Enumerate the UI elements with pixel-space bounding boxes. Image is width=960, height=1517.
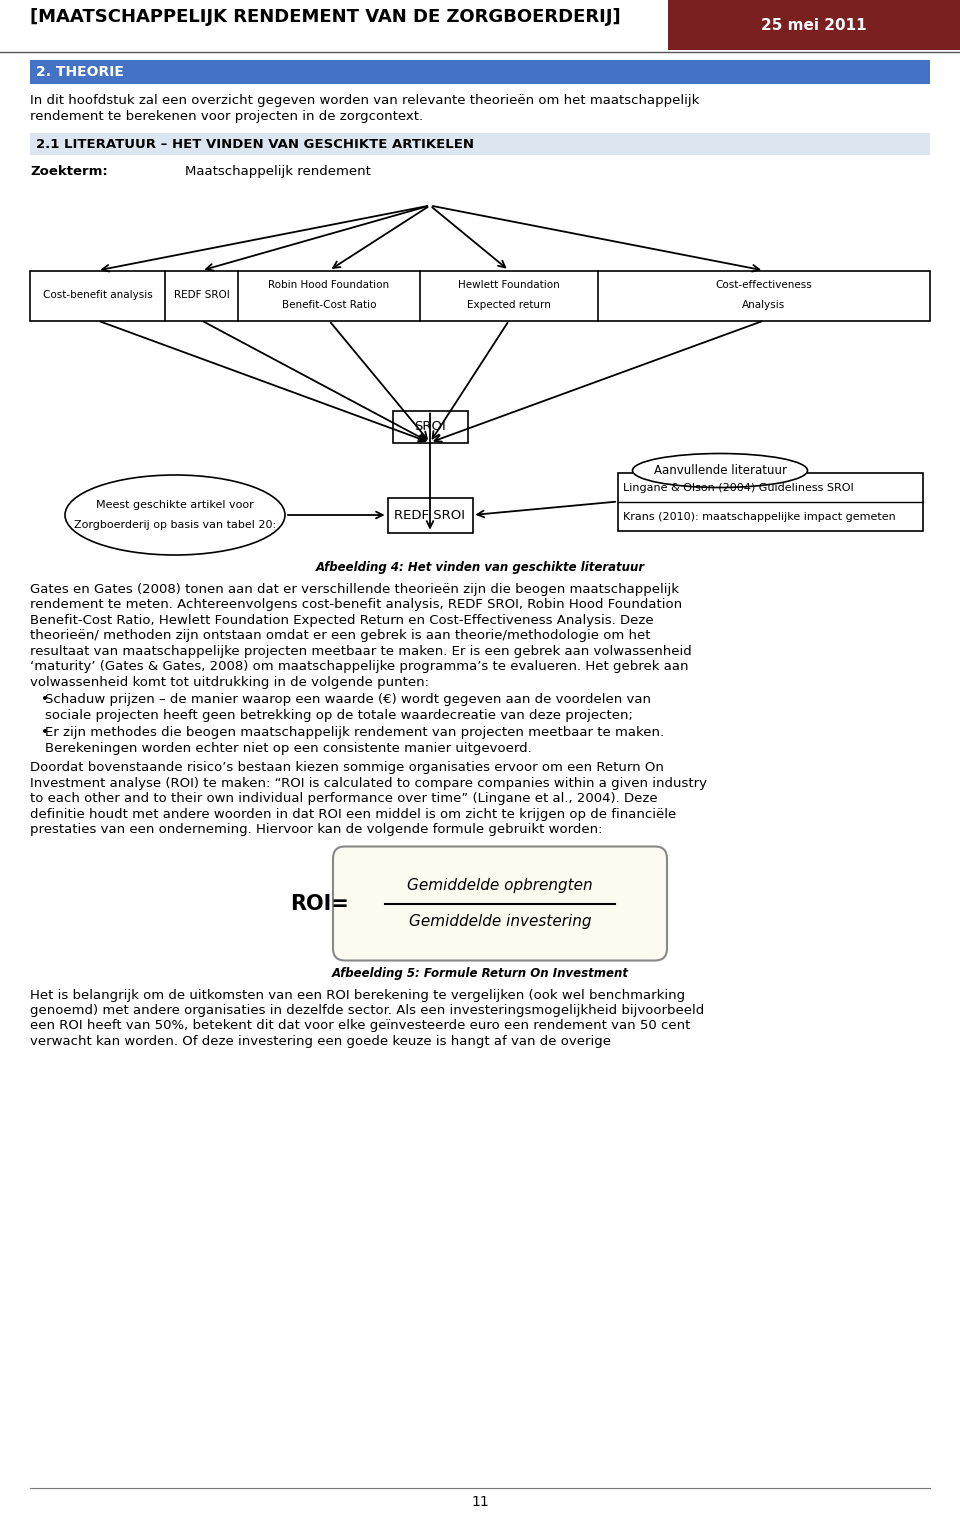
- Ellipse shape: [633, 454, 807, 487]
- Text: 2.1 LITERATUUR – HET VINDEN VAN GESCHIKTE ARTIKELEN: 2.1 LITERATUUR – HET VINDEN VAN GESCHIKT…: [36, 138, 474, 150]
- Text: Gemiddelde opbrengten: Gemiddelde opbrengten: [407, 878, 593, 894]
- Text: ‘maturity’ (Gates & Gates, 2008) om maatschappelijke programma’s te evalueren. H: ‘maturity’ (Gates & Gates, 2008) om maat…: [30, 660, 688, 674]
- Text: 2. THEORIE: 2. THEORIE: [36, 65, 124, 79]
- Text: Hewlett Foundation: Hewlett Foundation: [458, 279, 560, 290]
- Text: genoemd) met andere organisaties in dezelfde sector. Als een investeringsmogelij: genoemd) met andere organisaties in deze…: [30, 1004, 705, 1016]
- Bar: [618, 472, 923, 531]
- Bar: [30, 270, 930, 320]
- Text: to each other and to their own individual performance over time” (Lingane et al.: to each other and to their own individua…: [30, 792, 658, 806]
- Text: ROI=: ROI=: [290, 894, 348, 913]
- Text: •: •: [41, 693, 49, 705]
- Text: Berekeningen worden echter niet op een consistente manier uitgevoerd.: Berekeningen worden echter niet op een c…: [45, 742, 532, 754]
- Text: sociale projecten heeft geen betrekking op de totale waardecreatie van deze proj: sociale projecten heeft geen betrekking …: [45, 708, 633, 722]
- Text: rendement te meten. Achtereenvolgens cost-benefit analysis, REDF SROI, Robin Hoo: rendement te meten. Achtereenvolgens cos…: [30, 598, 683, 611]
- Text: Gemiddelde investering: Gemiddelde investering: [409, 915, 591, 928]
- Text: verwacht kan worden. Of deze investering een goede keuze is hangt af van de over: verwacht kan worden. Of deze investering…: [30, 1035, 611, 1048]
- Text: theorieën/ methoden zijn ontstaan omdat er een gebrek is aan theorie/methodologi: theorieën/ methoden zijn ontstaan omdat …: [30, 630, 651, 642]
- Text: resultaat van maatschappelijke projecten meetbaar te maken. Er is een gebrek aan: resultaat van maatschappelijke projecten…: [30, 645, 692, 657]
- Text: Benefit-Cost Ratio: Benefit-Cost Ratio: [281, 299, 376, 309]
- Bar: [30, 133, 930, 155]
- Bar: [393, 411, 468, 443]
- Text: Afbeelding 4: Het vinden van geschikte literatuur: Afbeelding 4: Het vinden van geschikte l…: [316, 560, 644, 573]
- Text: Cost-benefit analysis: Cost-benefit analysis: [42, 290, 153, 299]
- Text: Krans (2010): maatschappelijke impact gemeten: Krans (2010): maatschappelijke impact ge…: [623, 511, 896, 522]
- Text: Gates en Gates (2008) tonen aan dat er verschillende theorieën zijn die beogen m: Gates en Gates (2008) tonen aan dat er v…: [30, 583, 679, 596]
- Text: Cost-effectiveness: Cost-effectiveness: [715, 279, 812, 290]
- Text: Lingane & Olson (2004) Guideliness SROI: Lingane & Olson (2004) Guideliness SROI: [623, 482, 853, 493]
- Text: SROI: SROI: [414, 420, 445, 432]
- Text: Afbeelding 5: Formule Return On Investment: Afbeelding 5: Formule Return On Investme…: [331, 966, 629, 980]
- Text: Zorgboerderij op basis van tabel 20:: Zorgboerderij op basis van tabel 20:: [74, 520, 276, 529]
- Text: definitie houdt met andere woorden in dat ROI een middel is om zicht te krijgen : definitie houdt met andere woorden in da…: [30, 807, 676, 821]
- Text: 11: 11: [471, 1494, 489, 1509]
- Text: Er zijn methodes die beogen maatschappelijk rendement van projecten meetbaar te : Er zijn methodes die beogen maatschappel…: [45, 727, 664, 739]
- Text: REDF SROI: REDF SROI: [395, 508, 466, 522]
- Text: prestaties van een onderneming. Hiervoor kan de volgende formule gebruikt worden: prestaties van een onderneming. Hiervoor…: [30, 824, 603, 836]
- Text: Zoekterm:: Zoekterm:: [30, 165, 108, 177]
- Text: Doordat bovenstaande risico’s bestaan kiezen sommige organisaties ervoor om een : Doordat bovenstaande risico’s bestaan ki…: [30, 762, 664, 774]
- Text: Expected return: Expected return: [468, 299, 551, 309]
- Ellipse shape: [65, 475, 285, 555]
- Text: Benefit-Cost Ratio, Hewlett Foundation Expected Return en Cost-Effectiveness Ana: Benefit-Cost Ratio, Hewlett Foundation E…: [30, 613, 654, 627]
- Text: een ROI heeft van 50%, betekent dit dat voor elke geïnvesteerde euro een rendeme: een ROI heeft van 50%, betekent dit dat …: [30, 1019, 690, 1033]
- Text: REDF SROI: REDF SROI: [174, 290, 229, 299]
- Text: Meest geschikte artikel voor: Meest geschikte artikel voor: [96, 501, 253, 510]
- Text: Aanvullende literatuur: Aanvullende literatuur: [654, 464, 786, 476]
- Text: Investment analyse (ROI) te maken: “ROI is calculated to compare companies withi: Investment analyse (ROI) te maken: “ROI …: [30, 777, 707, 789]
- FancyBboxPatch shape: [333, 846, 667, 960]
- Text: Robin Hood Foundation: Robin Hood Foundation: [269, 279, 390, 290]
- Bar: [388, 498, 472, 532]
- Text: Het is belangrijk om de uitkomsten van een ROI berekening te vergelijken (ook we: Het is belangrijk om de uitkomsten van e…: [30, 989, 685, 1001]
- Text: volwassenheid komt tot uitdrukking in de volgende punten:: volwassenheid komt tot uitdrukking in de…: [30, 675, 429, 689]
- Bar: [30, 61, 930, 83]
- Text: 25 mei 2011: 25 mei 2011: [761, 18, 867, 32]
- Bar: [668, 0, 960, 50]
- Text: Schaduw prijzen – de manier waarop een waarde (€) wordt gegeven aan de voordelen: Schaduw prijzen – de manier waarop een w…: [45, 693, 651, 705]
- Text: •: •: [41, 727, 49, 739]
- Text: Maatschappelijk rendement: Maatschappelijk rendement: [185, 165, 371, 177]
- Text: Analysis: Analysis: [742, 299, 785, 309]
- Text: [MAATSCHAPPELIJK RENDEMENT VAN DE ZORGBOERDERIJ]: [MAATSCHAPPELIJK RENDEMENT VAN DE ZORGBO…: [30, 8, 620, 26]
- Text: rendement te berekenen voor projecten in de zorgcontext.: rendement te berekenen voor projecten in…: [30, 109, 423, 123]
- Text: In dit hoofdstuk zal een overzicht gegeven worden van relevante theorieën om het: In dit hoofdstuk zal een overzicht gegev…: [30, 94, 700, 108]
